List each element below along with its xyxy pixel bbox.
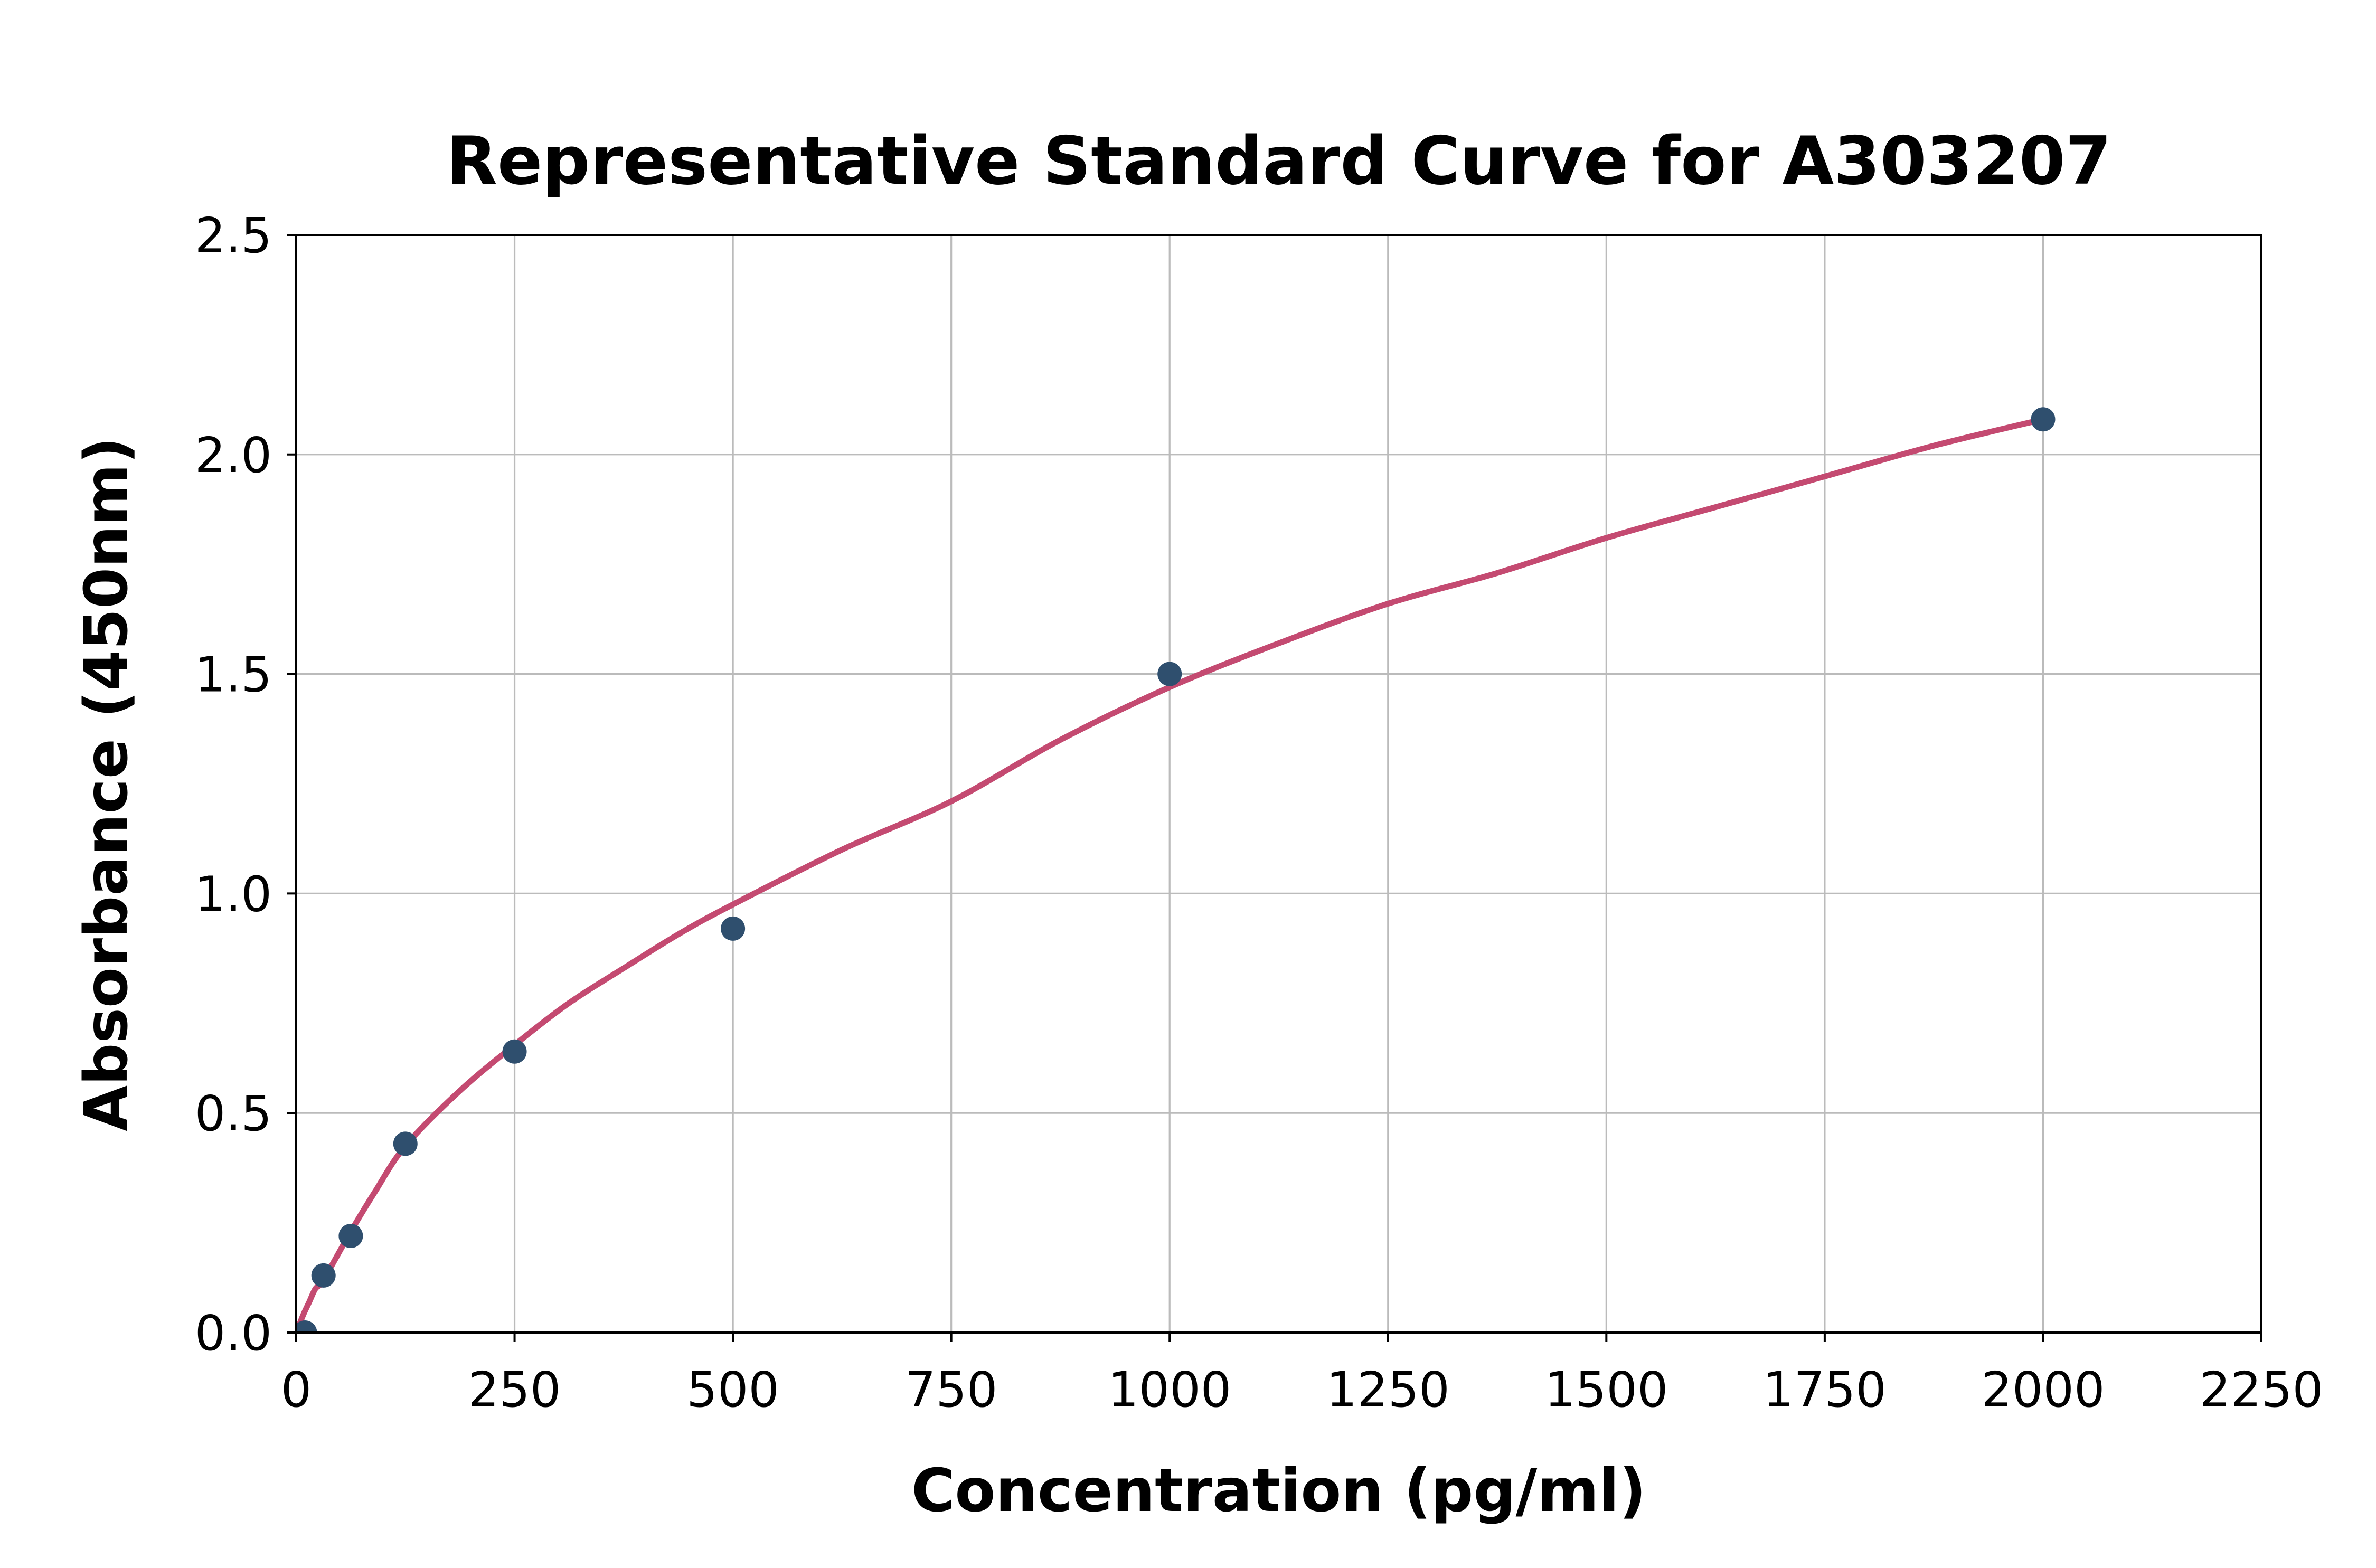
data-point: [296, 1320, 317, 1333]
data-point: [393, 1131, 418, 1156]
plot-area: 0 250 500 750 1000 1250 1500 1750 2000 2250 0.0 0.5…: [195, 207, 2323, 1418]
data-point: [338, 1224, 363, 1249]
x-tick-label: 0: [281, 1362, 312, 1418]
chart-title: Representative Standard Curve for A30320…: [446, 122, 2111, 200]
x-tick-label: 2000: [1981, 1362, 2105, 1418]
fit-curve: [296, 416, 2046, 1333]
x-tick-label: 500: [686, 1362, 779, 1418]
data-point: [502, 1039, 527, 1064]
x-tick-label: 1500: [1544, 1362, 1668, 1418]
x-tick-label: 1000: [1108, 1362, 1231, 1418]
standard-points: [296, 407, 2056, 1333]
y-tick-label: 2.5: [195, 207, 272, 264]
plot-frame: [295, 234, 2262, 1334]
y-tick-label: 1.5: [195, 647, 272, 703]
x-tick-label: 2250: [2200, 1362, 2323, 1418]
y-tick-label: 0.0: [195, 1305, 272, 1362]
data-point: [311, 1263, 336, 1288]
data-point: [721, 916, 746, 941]
x-axis-label: Concentration (pg/ml): [911, 1457, 1646, 1525]
x-tick-label: 250: [468, 1362, 561, 1418]
y-tick-label: 2.0: [195, 427, 272, 484]
x-tick-label: 1250: [1326, 1362, 1450, 1418]
data-point: [1157, 662, 1182, 686]
x-tick-label: 750: [905, 1362, 998, 1418]
data-point: [2031, 407, 2056, 432]
x-tick-label: 1750: [1763, 1362, 1887, 1418]
y-tick-label: 1.0: [195, 866, 272, 922]
y-axis-label: Absorbance (450nm): [72, 437, 141, 1131]
y-tick-label: 0.5: [195, 1085, 272, 1142]
